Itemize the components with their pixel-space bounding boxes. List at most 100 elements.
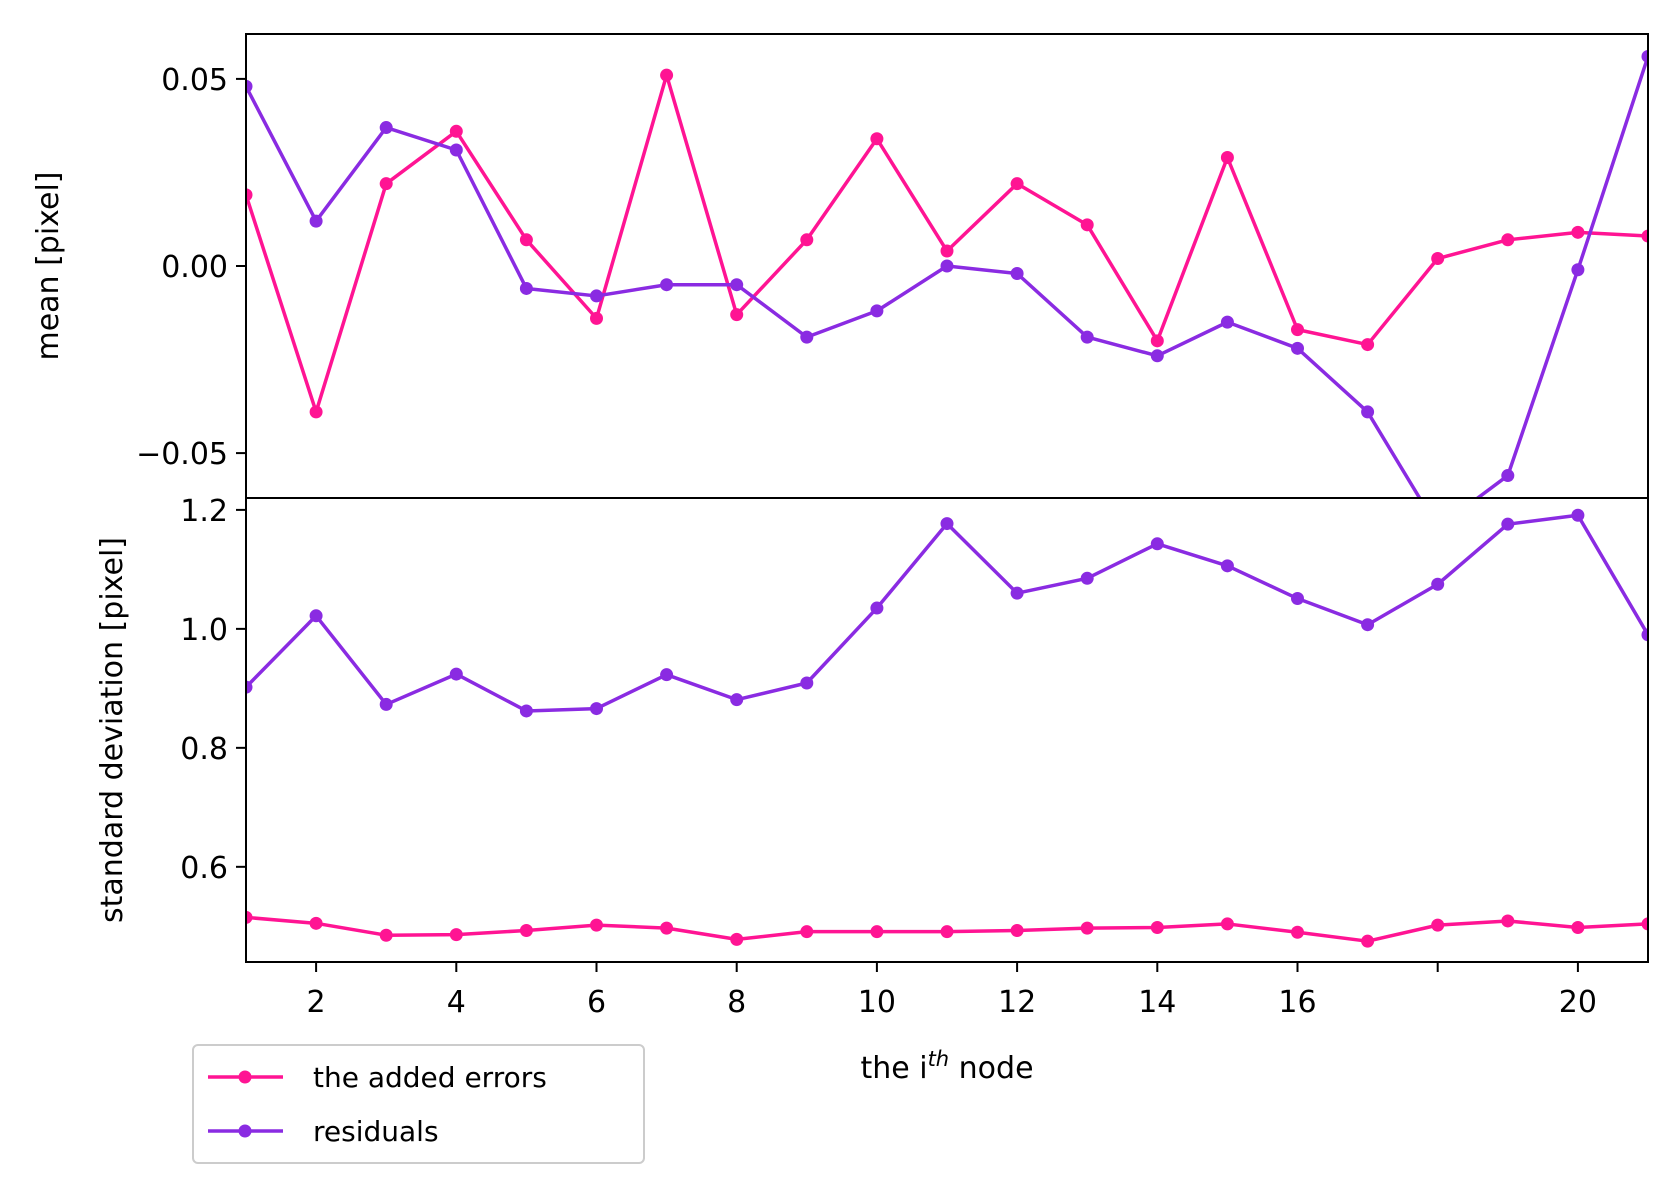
mean-point-residuals (1010, 266, 1024, 280)
std-point-the-added-errors (1080, 921, 1094, 935)
std-point-the-added-errors (1501, 914, 1515, 928)
std-point-the-added-errors (1220, 917, 1234, 931)
std-y-tick-label: 0.6 (180, 851, 228, 886)
legend-entry-label: residuals (313, 1115, 439, 1148)
mean-point-residuals (1571, 263, 1585, 277)
mean-y-axis-label: mean [pixel] (31, 171, 66, 360)
std-point-the-added-errors (800, 925, 814, 939)
mean-point-residuals (940, 259, 954, 273)
x-tick-label: 20 (1559, 985, 1597, 1020)
std-point-residuals (660, 668, 674, 682)
std-point-the-added-errors (870, 925, 884, 939)
std-point-the-added-errors (1150, 920, 1164, 934)
x-tick-label: 2 (307, 985, 326, 1020)
x-tick-label: 4 (447, 985, 466, 1020)
mean-point-the-added-errors (1080, 218, 1094, 232)
mean-point-the-added-errors (246, 188, 253, 202)
std-y-axis-label: standard deviation [pixel] (95, 537, 130, 923)
std-point-the-added-errors (379, 928, 393, 942)
legend-entry-label: the added errors (313, 1061, 547, 1094)
std-point-the-added-errors (1361, 934, 1375, 948)
mean-point-the-added-errors (519, 233, 533, 247)
mean-plot-area (246, 49, 1648, 498)
x-tick-label: 16 (1278, 985, 1316, 1020)
mean-point-the-added-errors (660, 68, 674, 82)
mean-point-the-added-errors (1010, 177, 1024, 191)
x-axis-label: the ith node (860, 1047, 1033, 1086)
mean-point-residuals (309, 214, 323, 228)
legend: the added errors residuals (192, 1044, 645, 1164)
x-axis-label-suffix: node (949, 1051, 1033, 1086)
mean-point-residuals (800, 330, 814, 344)
std-point-the-added-errors (660, 921, 674, 935)
std-point-residuals (870, 601, 884, 615)
legend-swatch-marker (238, 1124, 252, 1138)
mean-panel: −0.05 0.00 0.05 mean [pixel] (31, 33, 1649, 499)
mean-point-the-added-errors (1501, 233, 1515, 247)
std-point-residuals (449, 667, 463, 681)
std-point-residuals (1220, 559, 1234, 573)
mean-point-the-added-errors (1361, 338, 1375, 352)
mean-point-residuals (1361, 405, 1375, 419)
x-tick-label: 6 (587, 985, 606, 1020)
std-point-the-added-errors (449, 928, 463, 942)
mean-point-residuals (730, 278, 744, 292)
std-point-residuals (1571, 508, 1585, 522)
std-point-residuals (309, 609, 323, 623)
mean-point-residuals (1501, 469, 1515, 483)
mean-point-residuals (1150, 349, 1164, 363)
mean-point-the-added-errors (590, 311, 603, 325)
std-frame (245, 497, 1649, 963)
std-point-the-added-errors (1291, 925, 1304, 939)
std-point-residuals (730, 693, 744, 707)
mean-y-tick-label: 0.00 (161, 250, 228, 285)
std-point-residuals (1080, 571, 1094, 585)
mean-point-the-added-errors (1641, 229, 1648, 243)
mean-point-residuals (449, 143, 463, 157)
std-point-residuals (1291, 592, 1304, 606)
std-series-residuals-line (246, 513, 1648, 713)
mean-point-the-added-errors (940, 244, 954, 258)
std-point-the-added-errors (1010, 923, 1024, 937)
std-point-the-added-errors (246, 910, 253, 924)
mean-point-the-added-errors (1220, 150, 1234, 164)
mean-point-residuals (1080, 330, 1094, 344)
mean-y-tick-label: 0.05 (161, 63, 228, 98)
std-point-residuals (519, 704, 533, 718)
std-y-tick-label: 1.2 (180, 494, 228, 529)
std-panel: 0.6 0.8 1.0 1.2 standard deviation [pixel] 2 4… (95, 494, 1649, 1086)
std-point-the-added-errors (590, 918, 603, 932)
mean-point-residuals (660, 278, 674, 292)
std-point-residuals (1501, 517, 1515, 531)
std-point-residuals (1641, 628, 1648, 642)
mean-point-the-added-errors (870, 132, 884, 146)
std-y-tick-label: 0.8 (180, 732, 228, 767)
std-point-the-added-errors (519, 923, 533, 937)
mean-point-residuals (870, 304, 884, 318)
mean-point-residuals (519, 281, 533, 295)
mean-point-the-added-errors (1150, 334, 1164, 348)
mean-point-the-added-errors (1431, 252, 1445, 266)
mean-point-residuals (379, 121, 393, 135)
std-point-residuals (246, 680, 253, 694)
x-tick-label: 10 (858, 985, 896, 1020)
mean-point-residuals (590, 289, 603, 303)
std-point-residuals (1010, 586, 1024, 600)
x-tick-label: 14 (1138, 985, 1176, 1020)
mean-point-residuals (246, 79, 253, 93)
std-point-the-added-errors (1431, 918, 1445, 932)
legend-swatch-marker (238, 1070, 252, 1084)
x-axis-label-prefix: the i (860, 1051, 927, 1086)
mean-point-the-added-errors (449, 124, 463, 138)
std-y-tick-label: 1.0 (180, 613, 228, 648)
mean-point-the-added-errors (1291, 323, 1304, 337)
x-axis-label-sup: th (928, 1047, 950, 1071)
mean-point-residuals (1220, 315, 1234, 329)
std-point-residuals (800, 676, 814, 690)
std-point-the-added-errors (1571, 920, 1585, 934)
mean-point-the-added-errors (1571, 225, 1585, 239)
std-point-residuals (1431, 577, 1445, 591)
std-plot-area (246, 508, 1648, 948)
mean-point-the-added-errors (379, 177, 393, 191)
